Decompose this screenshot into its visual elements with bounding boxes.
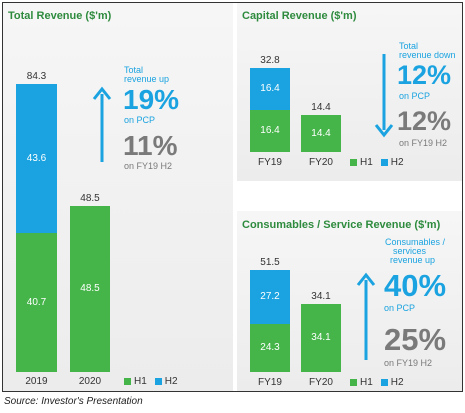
legend-label-h2: H2	[390, 157, 404, 168]
bar-h1-value-label: 40.7	[26, 296, 47, 308]
bar-h1-value-label: 48.5	[80, 283, 100, 294]
bar-total-label: 32.8	[260, 55, 280, 66]
capital-ann-pct2: 12%	[397, 106, 452, 136]
capital-ann-line1: Total	[399, 41, 419, 51]
legend-swatch-h1	[350, 159, 357, 166]
x-tick-label: FY20	[309, 157, 333, 168]
total-ann-line2: revenue up	[124, 74, 170, 84]
source-caption: Source: Investor's Presentation	[4, 396, 143, 407]
consumables-ann-pct2: 25%	[384, 322, 447, 357]
bar-h1-fy19	[250, 110, 290, 152]
legend-label-h1: H1	[360, 377, 373, 388]
capital-ann-pct1-label: on PCP	[399, 91, 431, 101]
bar-h2-fy19	[250, 270, 290, 324]
legend-swatch-h2	[154, 378, 162, 385]
consumables-ann-pct1: 40%	[384, 268, 447, 303]
consumables-ann-pct1-label: on PCP	[384, 303, 416, 313]
capital-revenue-title: Capital Revenue ($'m)	[242, 10, 357, 22]
bar-h1-value-label: 14.4	[311, 127, 331, 139]
legend-swatch-h2	[380, 159, 388, 166]
bar-h2-value-label: 27.2	[260, 291, 280, 302]
legend-swatch-h1	[350, 379, 357, 386]
total-revenue-title: Total Revenue ($'m)	[8, 10, 112, 22]
bar-h2-value-label: 16.4	[260, 83, 280, 94]
legend-swatch-h2	[380, 379, 388, 386]
total-ann-pct2: 11%	[123, 130, 178, 161]
legend: H1 H2	[350, 377, 404, 388]
capital-ann-pct1: 12%	[397, 60, 452, 90]
x-tick-label: FY20	[309, 377, 333, 388]
consumables-ann-line2: services	[393, 246, 427, 256]
up-arrow-icon	[92, 86, 112, 162]
bar-h1-value-label: 34.1	[311, 332, 331, 343]
bar-h1-fy20	[301, 115, 341, 152]
legend: H1 H2	[124, 376, 178, 387]
consumables-ann-line1: Consumables /	[385, 237, 446, 247]
bar-h2-fy19	[250, 68, 290, 110]
bar-total-label: 34.1	[311, 291, 331, 302]
consumables-ann-pct2-label: on FY19 H2	[384, 358, 433, 368]
legend-label-h2: H2	[164, 376, 178, 387]
consumables-revenue-title: Consumables / Service Revenue ($'m)	[242, 219, 441, 231]
bar-h1-value-label: 24.3	[260, 342, 280, 353]
legend-label-h2: H2	[390, 377, 404, 388]
legend-label-h1: H1	[134, 376, 147, 387]
x-tick-label: FY19	[258, 157, 282, 168]
bar-total-label: 51.5	[260, 257, 280, 268]
x-tick-label: 2020	[78, 376, 102, 387]
total-ann-pct1-label: on PCP	[124, 115, 156, 125]
up-arrow-icon	[356, 272, 376, 360]
bar-h1-2019	[16, 233, 57, 372]
bar-h1-fy20	[301, 304, 341, 372]
total-ann-pct1: 19%	[123, 84, 180, 115]
consumables-ann-line3: revenue up	[390, 255, 436, 265]
bar-h2-2019	[16, 84, 57, 233]
bar-h1-fy19	[250, 324, 290, 372]
total-ann-pct2-label: on FY19 H2	[124, 161, 173, 171]
legend: H1 H2	[350, 157, 404, 168]
bar-total-label: 84.3	[26, 71, 47, 82]
bar-h1-2020	[70, 206, 110, 372]
bar-total-label: 48.5	[80, 193, 100, 204]
bar-h2-value-label: 43.6	[26, 152, 47, 164]
bar-h1-value-label: 16.4	[260, 125, 280, 136]
total-ann-line1: Total	[124, 65, 144, 75]
x-tick-label: FY19	[258, 377, 282, 388]
capital-ann-line2: revenue down	[399, 50, 456, 60]
x-tick-label: 2019	[25, 376, 48, 387]
capital-ann-pct2-label: on FY19 H2	[399, 138, 448, 148]
bar-total-label: 14.4	[311, 102, 331, 113]
legend-swatch-h1	[124, 378, 131, 385]
legend-label-h1: H1	[360, 157, 373, 168]
down-arrow-icon	[374, 54, 394, 138]
